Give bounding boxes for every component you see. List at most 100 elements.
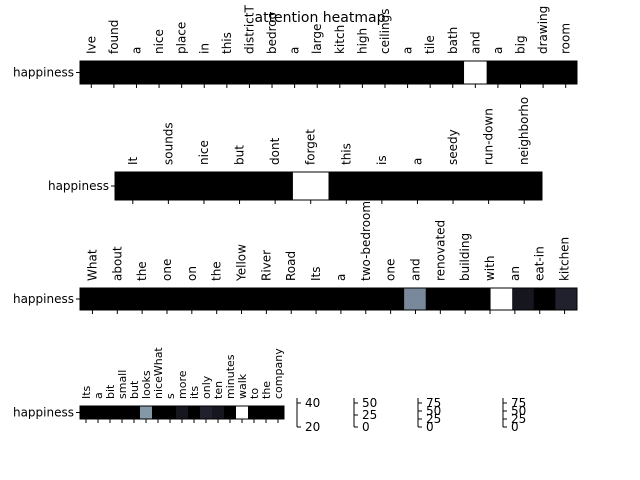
chart-title: attention heatmap [255, 10, 386, 26]
heatmap-cell [152, 406, 165, 419]
colorbar-tick-label: 75 [511, 396, 526, 410]
token-label: nice [152, 29, 166, 54]
colorbar-tick-label: 25 [362, 408, 377, 422]
heatmap-cell [144, 288, 167, 310]
token-label: the [210, 261, 224, 281]
heatmap-cell [418, 61, 442, 84]
heatmap-cell [80, 406, 93, 419]
heatmap-cell [296, 288, 319, 310]
token-label: run-down [482, 108, 496, 165]
token-label: with [483, 256, 497, 281]
heatmap-panel-2: happiness It sounds nice but dont forget this is… [48, 97, 543, 204]
heatmap-cell [215, 61, 239, 84]
token-label: ceilings [378, 9, 392, 54]
token-label: dont [268, 137, 282, 165]
heatmap-cell [147, 61, 171, 84]
heatmap-cell [396, 61, 420, 84]
heatmap-panel-1: happiness Ive found a nice place in this distric… [13, 5, 578, 88]
token-label: an [508, 266, 522, 281]
heatmap-cell [283, 61, 307, 84]
token-label: and [468, 31, 482, 54]
heatmap-cell [555, 288, 578, 310]
token-label: a [334, 274, 348, 281]
heatmap-cell [305, 61, 329, 84]
heatmap-cell [404, 288, 427, 310]
token-label: building [458, 233, 472, 281]
heatmap-cell [435, 172, 472, 200]
token-label: but [233, 145, 247, 165]
token-label: two-bedroom [359, 201, 373, 281]
colorbar-1: 40 20 [296, 396, 320, 434]
heatmap-cell [328, 172, 365, 200]
heatmap-cell [104, 406, 117, 419]
colorbar-tick-label: 25 [511, 412, 526, 426]
heatmap-cell [252, 288, 275, 310]
heatmap-cell [200, 406, 213, 419]
token-label: ten [212, 381, 225, 399]
heatmap-cell [192, 61, 216, 84]
heatmap-cell [506, 172, 543, 200]
token-label: big [514, 35, 528, 54]
heatmap-cell [212, 406, 225, 419]
heatmap-cell [188, 406, 201, 419]
heatmap-cell [125, 61, 149, 84]
token-label: a [491, 47, 505, 54]
heatmap-cell [531, 61, 555, 84]
token-label: in [197, 43, 211, 54]
heatmap-cell [382, 288, 405, 310]
token-label: River [259, 250, 273, 281]
heatmap-cell [260, 406, 273, 419]
token-label: only [200, 375, 213, 399]
colorbar-tick-label: 20 [305, 420, 320, 434]
colorbar-tick-label: 75 [426, 396, 441, 410]
heatmap-cell [164, 406, 177, 419]
heatmap-cell [554, 61, 578, 84]
token-label: more [176, 370, 189, 399]
token-label: What [85, 249, 99, 281]
heatmap-cell [188, 288, 211, 310]
token-label: neighborho [517, 97, 531, 165]
token-label: place [175, 22, 189, 54]
token-label: the [135, 261, 149, 281]
token-label: a [401, 47, 415, 54]
token-label: minutes [224, 354, 237, 399]
row-label: happiness [13, 66, 74, 80]
colorbar-tick-label: 50 [511, 404, 526, 418]
token-label: high [355, 28, 369, 54]
colorbar-tick-label: 50 [426, 404, 441, 418]
token-label: renovated [433, 220, 447, 281]
token-label: tile [423, 35, 437, 54]
token-label: is [375, 155, 389, 165]
heatmap-cell [224, 406, 237, 419]
heatmap-cell [236, 406, 249, 419]
heatmap-cell [441, 61, 465, 84]
token-label: Yellow [235, 244, 249, 282]
heatmap-cell [260, 61, 284, 84]
token-label: a [288, 47, 302, 54]
token-label: Ive [84, 36, 98, 54]
token-label: on [185, 266, 199, 281]
heatmap-cell [464, 61, 488, 84]
token-label: and [408, 258, 422, 281]
row-label: happiness [13, 406, 74, 420]
heatmap-cell [292, 172, 329, 200]
heatmap-cell [533, 288, 556, 310]
token-label: small [116, 370, 129, 399]
heatmap-cell [80, 61, 103, 84]
token-label: found [107, 20, 121, 54]
token-label: Its [309, 267, 323, 282]
token-label: this [339, 143, 353, 165]
row-label: happiness [13, 292, 74, 306]
token-label: kitchen [558, 237, 572, 281]
heatmap-cell [512, 288, 535, 310]
token-label: niceWhat [152, 347, 165, 399]
colorbar-tick-label: 0 [426, 420, 434, 434]
row-label: happiness [48, 179, 109, 193]
heatmap-cell [170, 61, 194, 84]
heatmap-cell [140, 406, 153, 419]
heatmap-cell [209, 288, 232, 310]
colorbar-tick-label: 25 [426, 412, 441, 426]
token-label: nice [197, 140, 211, 165]
